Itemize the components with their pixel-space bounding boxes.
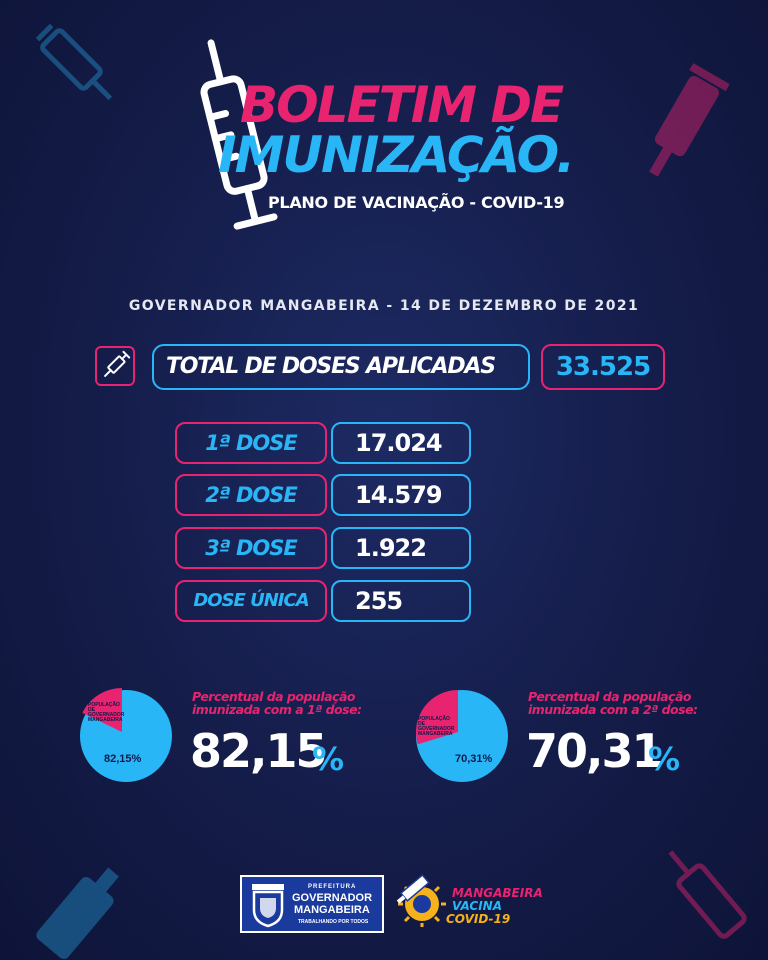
total-doses-label: TOTAL DE DOSES APLICADAS: [152, 344, 530, 390]
syringe-decoration-icon: [668, 850, 747, 939]
title-line-2: IMUNIZAÇÃO.: [218, 130, 575, 180]
pie-dose-2-remaining-slice: [416, 690, 458, 745]
prefeitura-label: PREFEITURA: [308, 884, 357, 890]
total-doses-value: 33.525: [541, 344, 665, 390]
stat-2-value: 70,31: [526, 724, 664, 778]
syringe-decoration-icon: [649, 63, 730, 177]
dose-1-value: 17.024: [331, 422, 471, 464]
dose-2-label: 2ª DOSE: [175, 474, 327, 516]
slogan: TRABALHANDO POR TODOS: [298, 919, 369, 925]
syringe-decoration-icon: [35, 23, 113, 101]
location-date: GOVERNADOR MANGABEIRA - 14 DE DEZEMBRO D…: [128, 298, 640, 314]
pie-chart-dose-1: [80, 688, 172, 782]
stat-2-caption-line-2: imunizada com a 2ª dose:: [528, 702, 698, 717]
stat-1-value: 82,15: [190, 724, 328, 778]
dose-unica-label: DOSE ÚNICA: [175, 580, 327, 622]
subtitle: PLANO DE VACINAÇÃO - COVID-19: [268, 193, 565, 212]
syringe-icon: [104, 350, 131, 377]
pie-dose-2-label: 70,31%: [455, 753, 493, 765]
dose-3-label: 3ª DOSE: [175, 527, 327, 569]
pie-dose-1-label: 82,15%: [104, 753, 142, 765]
title-line-2-rest: MUNIZAÇÃO.: [234, 126, 575, 184]
pie-chart-dose-2: [416, 690, 508, 782]
stat-1-caption-line-1: Percentual da população: [192, 689, 355, 704]
stat-1-percent-sign: %: [312, 740, 345, 778]
dose-unica-value: 255: [331, 580, 471, 622]
pie-dose-2-note: POPULAÇÃO DE GOVERNADOR MANGABEIRA: [418, 716, 455, 737]
virus-syringe-logo-icon: [396, 874, 446, 927]
pie-dose-1-remaining-slice: [82, 688, 122, 732]
campaign-line-1: MANGABEIRA: [452, 886, 543, 900]
title-line-1: BOLETIM DE: [240, 76, 564, 134]
coat-of-arms-icon: [252, 884, 284, 928]
city-line-1: GOVERNADOR: [292, 892, 373, 904]
city-line-2: MANGABEIRA: [294, 904, 370, 916]
syringe-decoration-icon: [36, 867, 119, 960]
campaign-line-2: VACINA: [452, 899, 502, 913]
dose-1-label: 1ª DOSE: [175, 422, 327, 464]
total-syringe-badge: [95, 346, 135, 386]
campaign-line-3: COVID-19: [446, 912, 511, 926]
dose-3-value: 1.922: [331, 527, 471, 569]
prefeitura-logo: PREFEITURA GOVERNADOR MANGABEIRA TRABALH…: [240, 875, 384, 933]
dose-2-value: 14.579: [331, 474, 471, 516]
stat-2-percent-sign: %: [648, 740, 681, 778]
pie-dose-1-note: POPULAÇÃO DE GOVERNADOR MANGABEIRA: [88, 702, 125, 723]
title-line-2-initial: I: [218, 126, 237, 184]
syringe-icon: [200, 39, 278, 230]
stat-1-caption-line-2: imunizada com a 1ª dose:: [192, 702, 362, 717]
stat-2-caption-line-1: Percentual da população: [528, 689, 691, 704]
